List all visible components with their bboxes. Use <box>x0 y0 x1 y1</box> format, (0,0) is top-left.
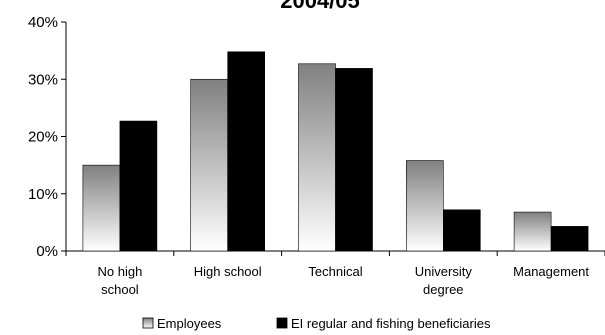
bar-employees <box>405 160 444 252</box>
legend-swatch-employees <box>142 317 154 329</box>
x-category-label-line: No high <box>97 264 142 279</box>
bar-employees <box>82 164 121 252</box>
x-category-label: No high school <box>97 264 142 297</box>
x-category-label-line: Management <box>513 264 589 279</box>
x-category-label-line: Technical <box>308 264 362 279</box>
legend-label-ei: EI regular and fishing beneficiaries <box>291 316 491 331</box>
y-tick-label: 20% <box>28 129 58 146</box>
x-category-label: Management <box>513 264 589 279</box>
x-category-label: Technical <box>308 264 362 279</box>
bar-employees <box>298 63 336 252</box>
x-category-label: High school <box>194 264 262 279</box>
x-category-label-line: High school <box>194 264 262 279</box>
legend-swatch-ei <box>276 317 288 329</box>
bar-ei <box>119 120 158 252</box>
x-category-label-line: school <box>101 282 139 297</box>
y-tick-label: 30% <box>28 71 58 88</box>
y-tick-label: 0% <box>36 243 58 260</box>
x-category-label: University degree <box>415 264 473 297</box>
x-category-label-line: University <box>415 264 473 279</box>
y-tick-label: 10% <box>28 186 58 203</box>
plot-area: 0% 10% 20% 30% 40% No high school High school Te… <box>28 14 605 297</box>
y-tick-label: 40% <box>28 14 58 31</box>
legend-label-employees: Employees <box>157 316 222 331</box>
bar-ei <box>227 51 265 252</box>
legend: Employees EI regular and fishing benefici… <box>142 316 491 331</box>
bar-ei <box>550 226 589 252</box>
bar-employees <box>190 78 228 252</box>
bar-employees <box>513 211 552 252</box>
x-category-label-line: degree <box>423 282 463 297</box>
chart-title: 2004/05 <box>280 0 360 13</box>
bar-ei <box>442 209 481 252</box>
bar-ei <box>335 68 373 252</box>
